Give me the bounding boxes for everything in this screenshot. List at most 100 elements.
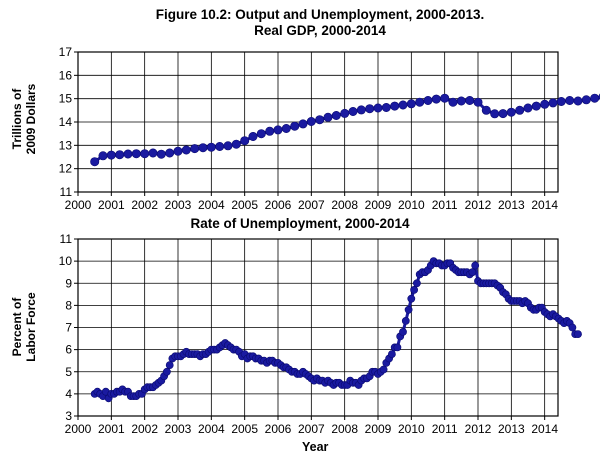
unemployment-y-tick-label: 7 [65, 321, 72, 335]
gdp-data-point [98, 151, 108, 161]
gdp-data-point [448, 97, 458, 107]
unemployment-x-tick-label: 2003 [165, 422, 192, 436]
unemployment-x-tick-label: 2013 [498, 422, 525, 436]
unemployment-x-tick-label: 2002 [131, 422, 158, 436]
gdp-data-point [206, 142, 216, 152]
gdp-data-point [581, 95, 591, 105]
unemployment-data-point [401, 316, 410, 325]
unemployment-data-point [404, 305, 413, 314]
gdp-data-point [415, 97, 425, 107]
gdp-data-point [481, 105, 491, 115]
gdp-y-tick-label: 14 [59, 115, 73, 129]
gdp-data-point [140, 149, 150, 159]
gdp-data-point [556, 97, 566, 107]
unemployment-y-tick-label: 6 [65, 343, 72, 357]
gdp-x-tick-label: 2003 [165, 198, 192, 212]
gdp-x-tick-label: 2005 [231, 198, 258, 212]
unemployment-x-tick-label: 2010 [398, 422, 425, 436]
unemployment-data-point [393, 343, 402, 352]
unemployment-y-tick-label: 10 [59, 254, 73, 268]
gdp-data-point [256, 129, 266, 139]
unemployment-x-tick-label: 2004 [198, 422, 225, 436]
unemployment-plot: 3 4 5 6 7 8 9 10 11 2000 2001 2002 2003 2004 2005 2006 2… [59, 232, 582, 436]
unemployment-data-point [399, 327, 407, 336]
gdp-data-point [148, 148, 158, 158]
gdp-data-point [90, 157, 100, 167]
gdp-x-tick-label: 2001 [98, 198, 125, 212]
gdp-x-tick-label: 2010 [398, 198, 425, 212]
gdp-x-tick-label: 2000 [65, 198, 92, 212]
gdp-x-tick-label: 2007 [298, 198, 325, 212]
unemployment-data-point [574, 330, 582, 338]
gdp-x-tick-label: 2013 [498, 198, 525, 212]
unemployment-x-tick-label: 2005 [231, 422, 258, 436]
gdp-data-point [290, 121, 300, 131]
unemployment-x-tick-label: 2009 [365, 422, 392, 436]
gdp-data-point [531, 101, 541, 111]
gdp-chart-title: Real GDP, 2000-2014 [254, 23, 386, 38]
gdp-data-point [215, 142, 225, 152]
gdp-y-tick-label: 12 [59, 162, 73, 176]
gdp-data-point [356, 105, 366, 115]
gdp-data-point [398, 100, 408, 110]
gdp-data-point [490, 109, 500, 119]
unemployment-y-tick-label: 5 [65, 365, 72, 379]
gdp-data-point [281, 124, 291, 134]
unemployment-x-tick-label: 2014 [531, 422, 558, 436]
unemployment-data-point [410, 285, 418, 294]
gdp-data-point [523, 103, 533, 113]
unemployment-y-tick-label: 4 [65, 387, 72, 401]
x-axis-label: Year [302, 440, 329, 454]
gdp-data-point [131, 149, 141, 159]
gdp-x-tick-label: 2012 [465, 198, 492, 212]
gdp-x-tick-label: 2014 [531, 198, 558, 212]
unemployment-data-point [407, 294, 416, 303]
gdp-data-point [348, 107, 358, 117]
unemployment-x-tick-label: 2000 [65, 422, 92, 436]
gdp-y-tick-label: 15 [59, 92, 73, 106]
gdp-plot: 11 12 13 14 15 16 17 2000 2001 2002 2003 2004 2005 20… [59, 45, 600, 212]
gdp-data-point [323, 112, 333, 122]
unemployment-x-tick-label: 2007 [298, 422, 325, 436]
gdp-data-point [390, 101, 400, 111]
gdp-data-point [173, 146, 183, 156]
gdp-data-point [181, 145, 191, 155]
unemployment-data-point [412, 279, 421, 288]
gdp-data-point [115, 150, 125, 160]
gdp-x-tick-label: 2002 [131, 198, 158, 212]
unemployment-data-point [468, 268, 477, 277]
unemployment-data-point [379, 365, 388, 374]
unemployment-data-point [162, 367, 171, 376]
gdp-data-point [156, 149, 166, 159]
gdp-data-point [465, 96, 475, 106]
unemployment-chart-title: Rate of Unemployment, 2000-2014 [190, 216, 410, 231]
unemployment-y-tick-label: 8 [65, 298, 72, 312]
gdp-data-point [165, 148, 175, 158]
unemployment-x-tick-label: 2006 [265, 422, 292, 436]
gdp-data-point [231, 139, 241, 149]
gdp-data-point [306, 117, 316, 127]
gdp-data-point [331, 111, 341, 121]
gdp-data-point [406, 99, 416, 109]
gdp-data-point [265, 126, 275, 136]
gdp-data-point [540, 99, 550, 109]
gdp-data-point [123, 149, 133, 159]
gdp-data-point [498, 109, 508, 119]
gdp-data-point [515, 105, 525, 115]
gdp-data-point [106, 150, 116, 160]
gdp-data-point [456, 96, 466, 106]
gdp-data-point [240, 136, 250, 146]
unemployment-y-tick-label: 11 [60, 232, 73, 246]
gdp-data-point [248, 132, 258, 142]
gdp-x-tick-label: 2006 [265, 198, 292, 212]
gdp-x-tick-label: 2004 [198, 198, 225, 212]
gdp-y-tick-label: 17 [59, 45, 73, 59]
unemployment-x-tick-label: 2012 [465, 422, 492, 436]
gdp-data-point [223, 141, 233, 151]
gdp-x-tick-label: 2011 [432, 198, 458, 212]
gdp-data-point [190, 144, 200, 154]
unemployment-y-tick-label: 9 [65, 276, 72, 290]
gdp-plot-frame [77, 51, 559, 193]
gdp-data-point [373, 103, 383, 113]
